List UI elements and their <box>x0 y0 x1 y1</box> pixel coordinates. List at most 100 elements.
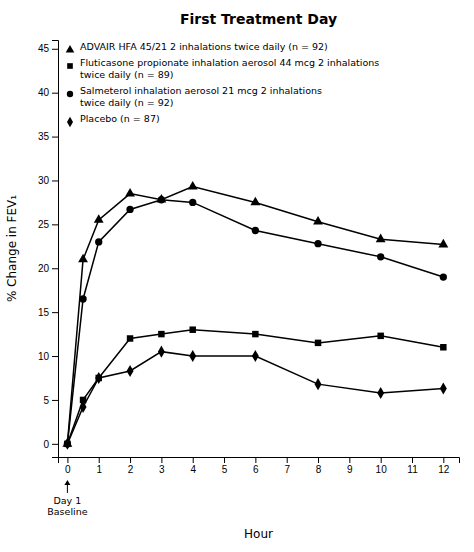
point <box>80 401 87 413</box>
point <box>158 196 165 203</box>
text-line: Fluticasone propionate inhalation aeroso… <box>80 57 379 68</box>
legend-label: ADVAIR HFA 45/21 2 inhalations twice dai… <box>80 41 328 52</box>
y-tick-mark <box>52 224 58 225</box>
x-tick-label: 6 <box>253 464 259 475</box>
series-line <box>67 352 443 444</box>
x-tick: 6 <box>253 457 259 475</box>
y-tick: 10 <box>38 351 58 362</box>
x-tick-label: 2 <box>128 464 134 475</box>
x-tick-mark <box>224 457 225 463</box>
x-tick-label: 9 <box>347 464 353 475</box>
point <box>189 350 196 362</box>
point <box>315 340 321 346</box>
y-tick-mark <box>52 444 58 445</box>
x-tick-label: 4 <box>190 464 196 475</box>
point <box>438 239 448 248</box>
point <box>440 344 446 350</box>
y-tick-mark <box>52 268 58 269</box>
annotation: Day 1Baseline <box>47 480 87 517</box>
x-axis: 0123456789101112 <box>59 457 460 475</box>
y-tick: 0 <box>43 439 58 450</box>
y-tick: 15 <box>38 307 58 318</box>
point <box>440 273 447 280</box>
y-tick-label: 45 <box>38 43 50 54</box>
x-tick-mark <box>99 457 100 463</box>
x-tick: 12 <box>438 457 450 475</box>
point <box>377 333 383 339</box>
y-axis: 051015202530354045 <box>38 41 59 458</box>
point <box>188 181 198 190</box>
point <box>376 234 386 243</box>
y-axis-line <box>52 41 59 458</box>
point <box>440 382 447 394</box>
text-line: Baseline <box>47 506 87 517</box>
x-tick-mark <box>443 457 444 463</box>
x-tick-mark <box>349 457 350 463</box>
plot-area: 0123456789101112051015202530354045ADVAIR… <box>38 41 460 518</box>
x-tick-mark <box>67 457 68 463</box>
annotation-text: Day 1Baseline <box>47 495 87 517</box>
y-tick: 5 <box>43 395 58 406</box>
y-tick-label: 10 <box>38 351 50 362</box>
point <box>95 238 102 245</box>
title: First Treatment Day <box>180 11 337 27</box>
x-axis-title: Hour <box>244 527 273 541</box>
y-tick: 45 <box>38 43 58 54</box>
x-tick-mark <box>381 457 382 463</box>
point <box>125 188 135 197</box>
x-tick-mark <box>130 457 131 463</box>
legend-label: Placebo (n = 87) <box>80 113 160 124</box>
legend-item: Fluticasone propionate inhalation aeroso… <box>67 57 379 80</box>
legend-item: ADVAIR HFA 45/21 2 inhalations twice dai… <box>66 41 328 52</box>
legend-item: Placebo (n = 87) <box>67 113 160 127</box>
legend-symbol <box>67 91 73 97</box>
x-tick: 0 <box>65 457 71 475</box>
point <box>252 227 259 234</box>
text-line: Day 1 <box>53 495 81 506</box>
point <box>64 438 71 450</box>
x-tick-mark <box>161 457 162 463</box>
point <box>95 372 102 384</box>
point <box>158 346 165 358</box>
x-axis-line <box>59 458 460 464</box>
x-tick: 2 <box>128 457 134 475</box>
series-line <box>67 200 443 444</box>
legend-symbol <box>67 117 73 128</box>
y-tick-label: 0 <box>43 439 49 450</box>
y-tick-mark <box>52 312 58 313</box>
annotation-arrow <box>67 484 68 493</box>
x-tick-label: 3 <box>159 464 165 475</box>
x-tick-label: 5 <box>222 464 228 475</box>
x-tick-label: 1 <box>96 464 102 475</box>
x-tick-mark <box>287 457 288 463</box>
x-tick: 3 <box>159 457 165 475</box>
y-tick-mark <box>52 400 58 401</box>
x-tick: 4 <box>190 457 196 475</box>
point <box>252 331 258 337</box>
y-tick-label: 5 <box>43 395 49 406</box>
point <box>94 214 104 223</box>
chart: 0123456789101112051015202530354045ADVAIR… <box>0 0 474 552</box>
text-line: Placebo (n = 87) <box>80 113 160 124</box>
y-tick: 20 <box>38 263 58 274</box>
y-tick-mark <box>52 93 58 94</box>
y-tick: 40 <box>38 87 58 98</box>
point <box>252 350 259 362</box>
x-tick-mark <box>193 457 194 463</box>
y-tick-mark <box>52 49 58 50</box>
x-tick-mark <box>412 457 413 463</box>
y-tick: 35 <box>38 131 58 142</box>
point <box>189 326 195 332</box>
x-tick-label: 11 <box>407 464 418 475</box>
legend-item: Salmeterol inhalation aerosol 21 mcg 2 i… <box>67 85 322 108</box>
marks <box>62 181 448 450</box>
x-tick-mark <box>255 457 256 463</box>
x-tick: 5 <box>222 457 228 475</box>
point <box>313 216 323 225</box>
y-tick-label: 25 <box>38 219 50 230</box>
point <box>315 378 322 390</box>
text-line: twice daily (n = 89) <box>80 69 174 80</box>
y-axis-title: % Change in FEV₁ <box>5 195 19 302</box>
x-tick: 10 <box>376 457 388 475</box>
point <box>314 240 321 247</box>
